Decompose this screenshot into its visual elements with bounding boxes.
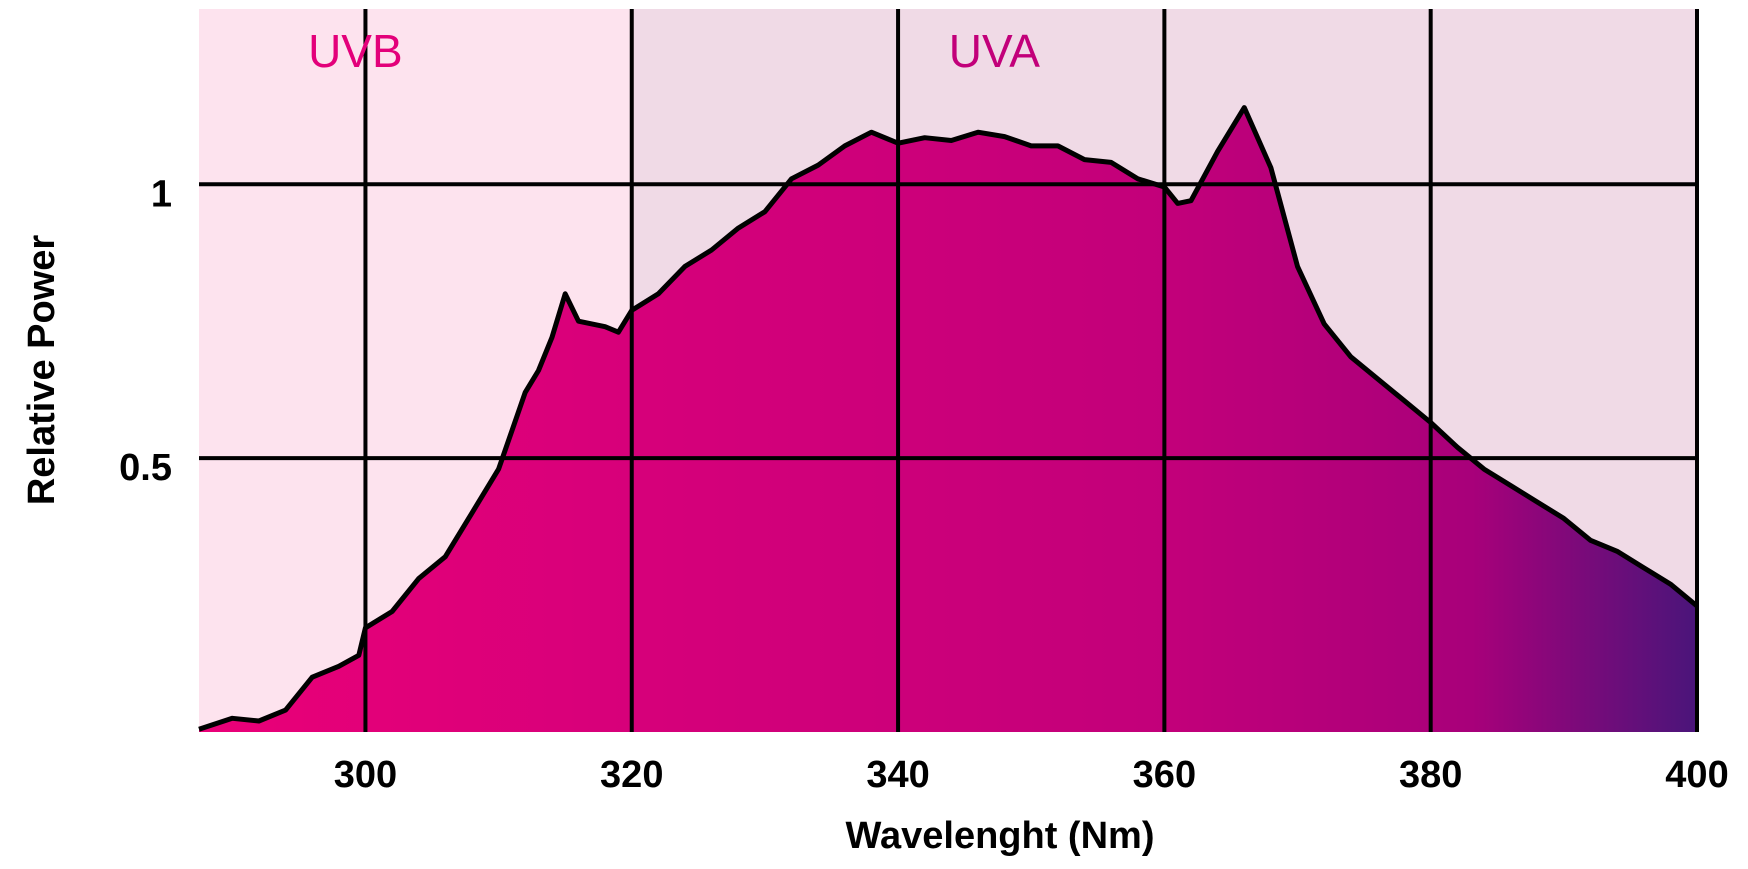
y-tick-label: 1 <box>151 173 172 215</box>
x-tick-label: 300 <box>334 754 397 796</box>
region-label: UVB <box>308 25 403 77</box>
x-tick-label: 320 <box>600 754 663 796</box>
x-tick-label: 380 <box>1399 754 1462 796</box>
y-axis-label: Relative Power <box>21 235 63 506</box>
x-tick-label: 360 <box>1133 754 1196 796</box>
y-tick-label: 0.5 <box>119 447 172 489</box>
area-fill <box>199 107 1697 733</box>
x-tick-label: 340 <box>866 754 929 796</box>
region-label: UVA <box>949 25 1040 77</box>
x-tick-label: 400 <box>1665 754 1728 796</box>
x-axis-label: Wavelenght (Nm) <box>846 815 1155 857</box>
